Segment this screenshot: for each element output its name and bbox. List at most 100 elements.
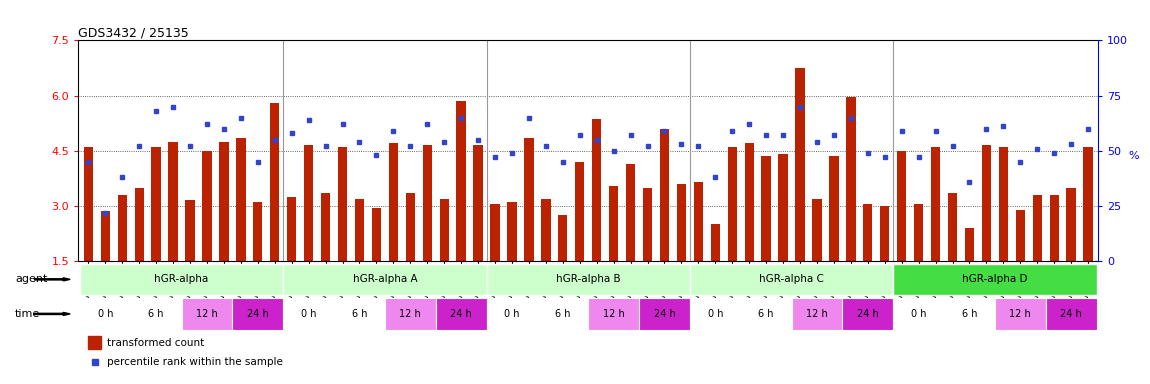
Bar — [185, 200, 194, 261]
Bar — [1066, 187, 1075, 261]
Bar — [304, 145, 313, 261]
Text: 24 h: 24 h — [653, 309, 675, 319]
Bar — [796, 68, 805, 261]
Bar — [182, 298, 232, 329]
Text: 0 h: 0 h — [301, 309, 316, 319]
Text: 0 h: 0 h — [911, 309, 927, 319]
Bar — [930, 147, 941, 261]
Bar — [610, 186, 619, 261]
Text: hGR-alpha B: hGR-alpha B — [555, 274, 621, 285]
Bar — [406, 193, 415, 261]
Bar — [998, 147, 1009, 261]
Bar — [288, 197, 297, 261]
Text: hGR-alpha D: hGR-alpha D — [963, 274, 1028, 285]
Bar — [84, 147, 93, 261]
Bar — [89, 336, 101, 349]
Text: hGR-alpha: hGR-alpha — [154, 274, 208, 285]
Bar — [135, 187, 144, 261]
Text: 12 h: 12 h — [1010, 309, 1032, 319]
Bar — [79, 264, 283, 295]
Bar — [1045, 298, 1097, 329]
Text: percentile rank within the sample: percentile rank within the sample — [107, 357, 283, 367]
Bar — [220, 142, 229, 261]
Bar — [101, 212, 110, 261]
Bar — [588, 298, 639, 329]
Bar — [676, 184, 687, 261]
Text: 24 h: 24 h — [1060, 309, 1082, 319]
Bar — [385, 298, 436, 329]
Bar — [236, 138, 246, 261]
Bar — [283, 264, 486, 295]
Bar — [232, 298, 283, 329]
Bar — [829, 156, 838, 261]
Text: time: time — [15, 309, 40, 319]
Bar — [690, 264, 894, 295]
Y-axis label: %: % — [1128, 151, 1140, 161]
Text: 24 h: 24 h — [247, 309, 269, 319]
Bar — [270, 103, 279, 261]
Text: 24 h: 24 h — [451, 309, 471, 319]
Bar — [995, 298, 1045, 329]
Bar — [389, 143, 398, 261]
Bar — [79, 298, 131, 329]
Bar — [791, 298, 843, 329]
Bar — [1033, 195, 1042, 261]
Text: 0 h: 0 h — [707, 309, 723, 319]
Bar — [283, 298, 333, 329]
Bar — [711, 224, 720, 261]
Bar — [457, 101, 466, 261]
Bar — [965, 228, 974, 261]
Text: 6 h: 6 h — [961, 309, 978, 319]
Text: 12 h: 12 h — [197, 309, 217, 319]
Bar — [944, 298, 995, 329]
Bar — [152, 147, 161, 261]
Text: transformed count: transformed count — [107, 338, 204, 348]
Bar — [1083, 147, 1092, 261]
Bar — [741, 298, 791, 329]
Bar — [131, 298, 182, 329]
Bar — [321, 193, 330, 261]
Bar — [439, 199, 448, 261]
Text: 0 h: 0 h — [98, 309, 113, 319]
Bar — [524, 138, 534, 261]
Bar — [897, 151, 906, 261]
Bar — [846, 98, 856, 261]
Bar — [1050, 195, 1059, 261]
Bar — [643, 187, 652, 261]
Bar — [202, 151, 212, 261]
Bar — [894, 264, 1097, 295]
Bar — [1015, 210, 1025, 261]
Bar — [761, 156, 771, 261]
Text: hGR-alpha A: hGR-alpha A — [353, 274, 417, 285]
Text: 6 h: 6 h — [555, 309, 570, 319]
Bar — [948, 193, 957, 261]
Text: agent: agent — [15, 274, 47, 285]
Text: 12 h: 12 h — [603, 309, 624, 319]
Bar — [486, 298, 537, 329]
Text: 6 h: 6 h — [352, 309, 367, 319]
Bar — [864, 204, 873, 261]
Bar — [812, 199, 821, 261]
Bar — [542, 199, 551, 261]
Bar — [914, 204, 923, 261]
Bar — [728, 147, 737, 261]
Bar — [982, 145, 991, 261]
Text: GDS3432 / 25135: GDS3432 / 25135 — [78, 26, 189, 39]
Bar — [422, 145, 432, 261]
Text: 12 h: 12 h — [806, 309, 828, 319]
Bar — [168, 142, 178, 261]
Bar — [537, 298, 588, 329]
Text: 6 h: 6 h — [758, 309, 774, 319]
Bar — [639, 298, 690, 329]
Bar — [371, 208, 381, 261]
Bar — [338, 147, 347, 261]
Bar — [693, 182, 703, 261]
Text: 6 h: 6 h — [148, 309, 164, 319]
Bar — [474, 145, 483, 261]
Bar — [486, 264, 690, 295]
Bar — [880, 206, 889, 261]
Bar — [355, 199, 365, 261]
Bar — [507, 202, 516, 261]
Text: 24 h: 24 h — [857, 309, 879, 319]
Bar — [575, 162, 584, 261]
